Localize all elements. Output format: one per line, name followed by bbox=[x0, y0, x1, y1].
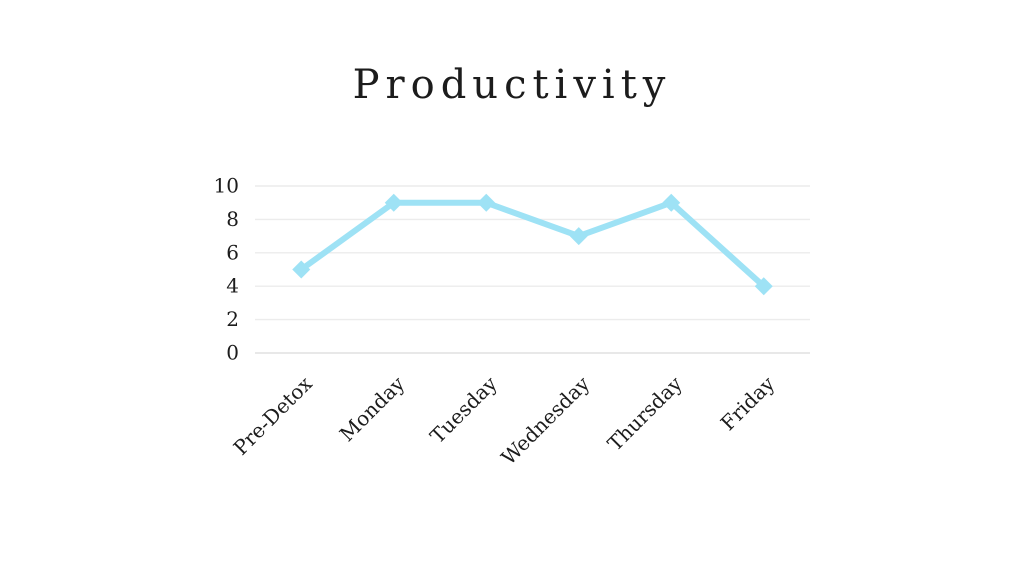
x-axis-label: Tuesday bbox=[425, 371, 502, 448]
x-axis-label: Thursday bbox=[603, 371, 688, 456]
x-axis-label: Friday bbox=[716, 371, 780, 435]
x-axis-label: Monday bbox=[335, 371, 410, 446]
x-axis-label: Pre-Detox bbox=[229, 371, 318, 460]
y-tick-label: 4 bbox=[226, 274, 239, 298]
data-line bbox=[298, 199, 767, 290]
chart-title: Productivity bbox=[352, 62, 672, 108]
data-point-marker bbox=[662, 193, 681, 212]
y-tick-label: 6 bbox=[226, 240, 239, 264]
y-tick-label: 0 bbox=[226, 341, 239, 365]
data-point-marker bbox=[384, 193, 403, 212]
y-tick-label: 10 bbox=[214, 174, 239, 198]
y-tick-label: 8 bbox=[226, 207, 239, 231]
data-point-marker bbox=[569, 227, 588, 246]
data-point-marker bbox=[477, 193, 496, 212]
x-axis-label: Wednesday bbox=[496, 371, 594, 469]
y-tick-label: 2 bbox=[226, 307, 239, 331]
data-point-marker bbox=[292, 260, 311, 279]
data-point-marker bbox=[754, 277, 773, 296]
